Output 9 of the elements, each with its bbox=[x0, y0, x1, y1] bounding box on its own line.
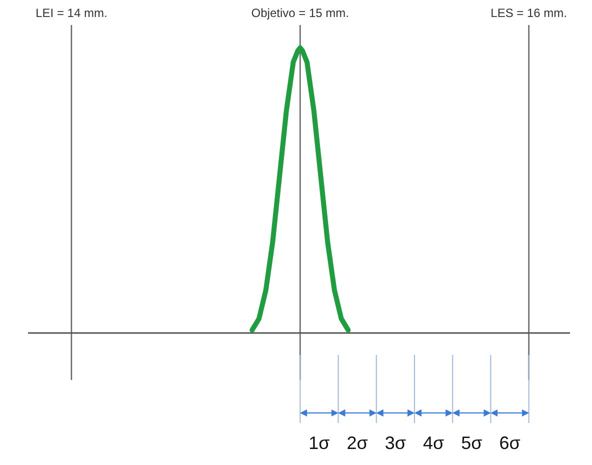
text: 2σ bbox=[346, 432, 368, 453]
x-tick-label: LEI = 14 mm. bbox=[36, 6, 108, 20]
text: 1σ bbox=[308, 432, 330, 453]
text: 3σ bbox=[384, 432, 406, 453]
text: 6σ bbox=[499, 432, 520, 453]
text: 4σ bbox=[422, 432, 444, 453]
x-tick-label: LES = 16 mm. bbox=[490, 6, 568, 20]
text: 5σ bbox=[461, 432, 482, 453]
x-tick-label: Objetivo = 15 mm. bbox=[251, 6, 350, 20]
